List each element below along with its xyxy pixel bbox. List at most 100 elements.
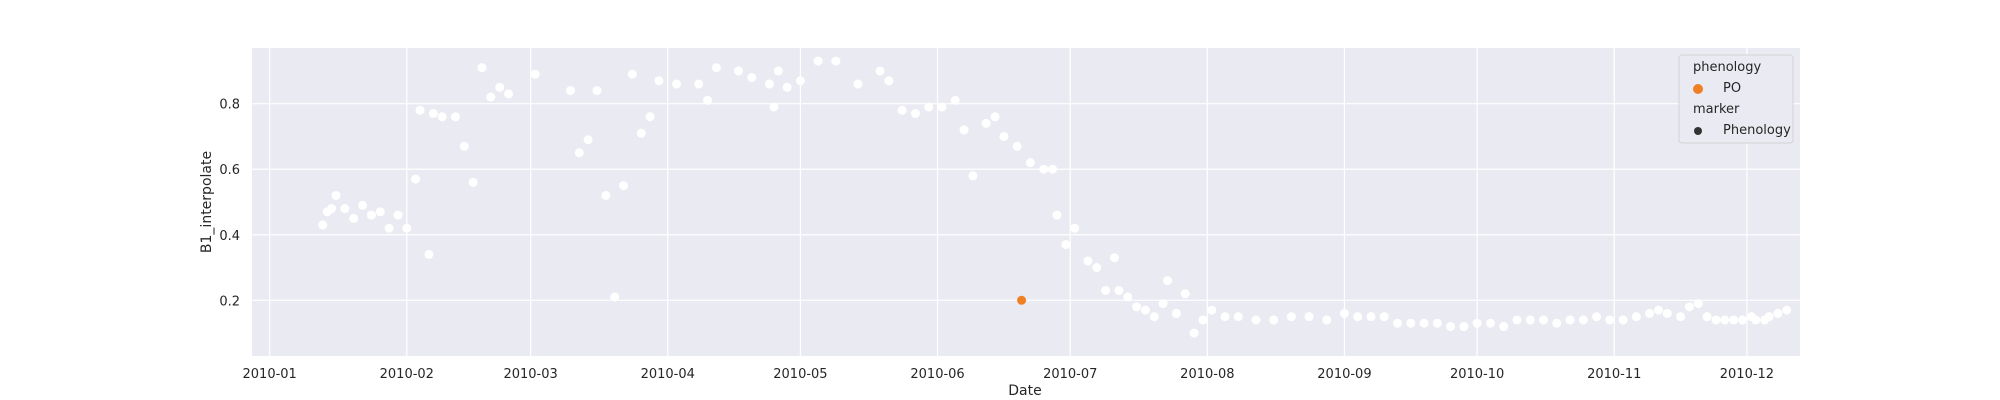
legend-label-phenology: Phenology xyxy=(1723,123,1791,138)
raw-point xyxy=(1140,305,1150,315)
raw-point xyxy=(1092,263,1102,273)
raw-point xyxy=(349,213,359,223)
raw-point xyxy=(1693,299,1703,309)
raw-point xyxy=(592,86,602,96)
raw-point xyxy=(1662,308,1672,318)
raw-point xyxy=(782,82,792,92)
raw-point xyxy=(1406,318,1416,328)
raw-point xyxy=(1645,308,1655,318)
raw-point xyxy=(393,210,403,220)
y-tick-label: 0.4 xyxy=(219,229,240,244)
raw-point xyxy=(375,207,385,217)
raw-point xyxy=(1353,312,1363,322)
raw-point xyxy=(694,79,704,89)
raw-point xyxy=(1419,318,1429,328)
raw-point xyxy=(1012,141,1022,151)
y-axis-title: B1_interpolate xyxy=(199,151,215,253)
x-tick-label: 2010-11 xyxy=(1587,367,1641,382)
raw-point xyxy=(583,135,593,145)
raw-point xyxy=(1251,315,1261,325)
x-tick-label: 2010-10 xyxy=(1450,367,1504,382)
x-tick-label: 2010-01 xyxy=(243,367,297,382)
legend-box xyxy=(1678,54,1794,144)
x-tick-label: 2010-03 xyxy=(503,367,557,382)
x-tick-label: 2010-12 xyxy=(1720,367,1774,382)
x-tick-label: 2010-09 xyxy=(1317,367,1371,382)
legend-po-marker xyxy=(1693,84,1703,94)
raw-point xyxy=(459,141,469,151)
raw-point xyxy=(1070,223,1080,233)
raw-point xyxy=(358,200,368,210)
raw-point xyxy=(402,223,412,233)
raw-point xyxy=(1322,315,1332,325)
raw-point xyxy=(1459,322,1469,332)
raw-point xyxy=(897,105,907,115)
raw-point xyxy=(795,76,805,86)
raw-point xyxy=(415,105,425,115)
raw-point xyxy=(327,204,337,214)
raw-point xyxy=(853,79,863,89)
raw-point xyxy=(924,102,934,112)
raw-point xyxy=(703,95,713,105)
phenology-point-po xyxy=(1017,295,1027,305)
raw-point xyxy=(1592,312,1602,322)
raw-point xyxy=(1751,315,1761,325)
raw-point xyxy=(990,112,1000,122)
y-tick-label: 0.8 xyxy=(219,98,240,113)
raw-point xyxy=(654,76,664,86)
raw-point xyxy=(437,112,447,122)
raw-point xyxy=(318,220,328,230)
x-tick-label: 2010-08 xyxy=(1180,367,1234,382)
raw-point xyxy=(636,128,646,138)
raw-point xyxy=(384,223,394,233)
raw-point xyxy=(672,79,682,89)
raw-point xyxy=(1025,158,1035,168)
raw-point xyxy=(1180,289,1190,299)
raw-point xyxy=(610,292,620,302)
raw-point xyxy=(1114,285,1124,295)
x-axis-title: Date xyxy=(1008,383,1041,399)
raw-point xyxy=(884,76,894,86)
raw-point xyxy=(1565,315,1575,325)
raw-point xyxy=(565,86,575,96)
raw-point xyxy=(601,190,611,200)
raw-point xyxy=(1132,302,1142,312)
y-tick-label: 0.6 xyxy=(219,163,240,178)
raw-point xyxy=(1729,315,1739,325)
raw-point xyxy=(477,63,487,73)
legend: phenology PO marker Phenology xyxy=(1678,54,1794,144)
raw-point xyxy=(1163,276,1173,286)
raw-point xyxy=(1538,315,1548,325)
raw-point xyxy=(495,82,505,92)
raw-point xyxy=(574,148,584,158)
raw-point xyxy=(1061,240,1071,250)
raw-point xyxy=(645,112,655,122)
legend-phenology-marker xyxy=(1694,127,1702,135)
raw-point xyxy=(504,89,514,99)
raw-point xyxy=(450,112,460,122)
raw-point xyxy=(1393,318,1403,328)
raw-point xyxy=(411,174,421,184)
raw-point xyxy=(1552,318,1562,328)
raw-point xyxy=(1052,210,1062,220)
raw-point xyxy=(1220,312,1230,322)
raw-point xyxy=(1472,318,1482,328)
raw-point xyxy=(968,171,978,181)
raw-point xyxy=(1676,312,1686,322)
raw-point xyxy=(1286,312,1296,322)
legend-title-phenology: phenology xyxy=(1693,60,1761,75)
legend-title-marker: marker xyxy=(1693,102,1740,117)
raw-point xyxy=(1207,305,1217,315)
raw-point xyxy=(1048,164,1058,174)
x-tick-label: 2010-05 xyxy=(773,367,827,382)
raw-point xyxy=(1618,315,1628,325)
raw-point xyxy=(1379,312,1389,322)
raw-point xyxy=(627,69,637,79)
raw-point xyxy=(468,177,478,187)
raw-point xyxy=(999,131,1009,141)
raw-point xyxy=(734,66,744,76)
raw-point xyxy=(1171,308,1181,318)
raw-point xyxy=(1039,164,1049,174)
y-axis-ticks: 0.2 0.4 0.6 0.8 xyxy=(219,98,240,310)
x-tick-label: 2010-06 xyxy=(910,367,964,382)
